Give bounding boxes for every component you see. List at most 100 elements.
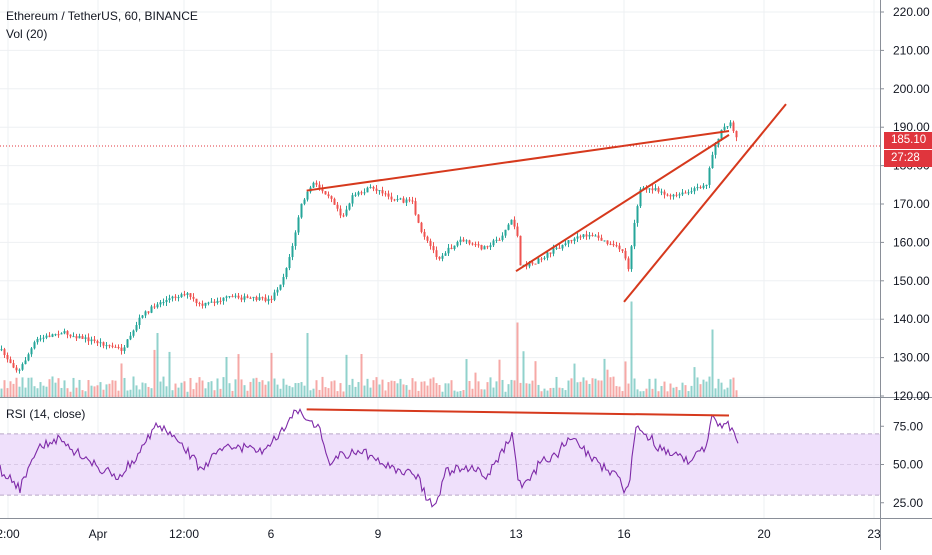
candle-body [390, 196, 393, 200]
candle-body [438, 256, 441, 259]
volume-bar [225, 357, 228, 397]
volume-bar [60, 387, 63, 397]
volume-bar [534, 361, 537, 397]
candle-body [312, 182, 315, 188]
volume-indicator-label[interactable]: Vol (20) [6, 27, 48, 41]
volume-bar [15, 377, 18, 397]
candle-body [378, 190, 381, 192]
volume-bar [297, 383, 300, 397]
candle-body [462, 239, 465, 242]
volume-bar [543, 388, 546, 397]
volume-bar [180, 382, 183, 397]
candle-body [591, 235, 594, 237]
volume-bar [639, 391, 642, 397]
volume-bar [681, 382, 684, 397]
candle-body [369, 186, 372, 188]
candle-body [708, 168, 711, 185]
candle-body [333, 198, 336, 205]
candle-body [420, 222, 423, 232]
candle-body [555, 247, 558, 249]
price-trendline-2 [515, 134, 730, 273]
rsi-indicator-label[interactable]: RSI (14, close) [6, 407, 86, 421]
candle-body [27, 354, 30, 361]
volume-bar [210, 381, 213, 397]
candle-body [507, 224, 510, 230]
volume-bar [330, 381, 333, 397]
candle-body [603, 240, 606, 242]
candle-body [135, 325, 138, 331]
candle-body [492, 240, 495, 246]
volume-bars [0, 301, 738, 397]
volume-bar [483, 389, 486, 397]
rsi-axis-label: 75.00 [893, 419, 923, 433]
volume-bar [528, 383, 531, 397]
volume-bar [135, 385, 138, 397]
volume-bar [579, 381, 582, 397]
volume-bar [405, 385, 408, 397]
candle-body [255, 296, 258, 301]
candle-body [18, 369, 21, 371]
volume-bar [105, 384, 108, 397]
volume-bar [234, 379, 237, 397]
candle-body [213, 301, 216, 303]
candle-body [537, 258, 540, 264]
candle-body [147, 311, 150, 313]
candle-body [345, 209, 348, 216]
volume-bar [186, 391, 189, 397]
volume-bar [447, 383, 450, 397]
candle-body [57, 334, 60, 336]
candle-body [477, 244, 480, 246]
candle-body [735, 131, 738, 138]
candle-body [165, 299, 168, 303]
volume-bar [357, 382, 360, 397]
volume-bar [87, 380, 90, 397]
volume-bar [57, 378, 60, 397]
volume-bar [51, 376, 54, 397]
candle-body [327, 194, 330, 197]
volume-bar [657, 391, 660, 397]
volume-bar [318, 389, 321, 397]
candle-body [66, 331, 69, 335]
candle-body [177, 297, 180, 299]
volume-bar [519, 382, 522, 397]
candle-body [531, 262, 534, 264]
candle-body [651, 188, 654, 191]
last-price-badge: 185.10 [884, 132, 932, 149]
candle-body [195, 298, 198, 304]
volume-bar [402, 384, 405, 397]
volume-bar [624, 361, 627, 397]
candle-body [588, 235, 591, 237]
volume-bar [696, 377, 699, 397]
volume-bar [372, 380, 375, 397]
candle-body [174, 296, 177, 298]
volume-bar [18, 386, 21, 397]
volume-bar [525, 383, 528, 397]
candle-body [138, 317, 141, 326]
candle-body [225, 296, 228, 298]
candle-body [444, 253, 447, 256]
volume-bar [84, 391, 87, 397]
volume-bar [585, 380, 588, 397]
candle-body [621, 249, 624, 251]
candle-body [534, 263, 537, 265]
candle-body [42, 337, 45, 339]
volume-bar [594, 378, 597, 397]
volume-bar [342, 391, 345, 397]
volume-bar [444, 383, 447, 397]
volume-bar [261, 380, 264, 397]
rsi-band [0, 433, 880, 496]
volume-bar [264, 384, 267, 397]
candle-body [684, 192, 687, 194]
candle-body [399, 198, 402, 200]
candle-body [480, 244, 483, 250]
candle-body [81, 336, 84, 339]
volume-bar [243, 385, 246, 397]
volume-bar [456, 391, 459, 397]
time-axis-label: 13 [509, 527, 523, 541]
price-axis-label: 200.00 [893, 82, 930, 96]
candle-body [612, 243, 615, 246]
volume-bar [582, 377, 585, 397]
candle-body [687, 192, 690, 194]
